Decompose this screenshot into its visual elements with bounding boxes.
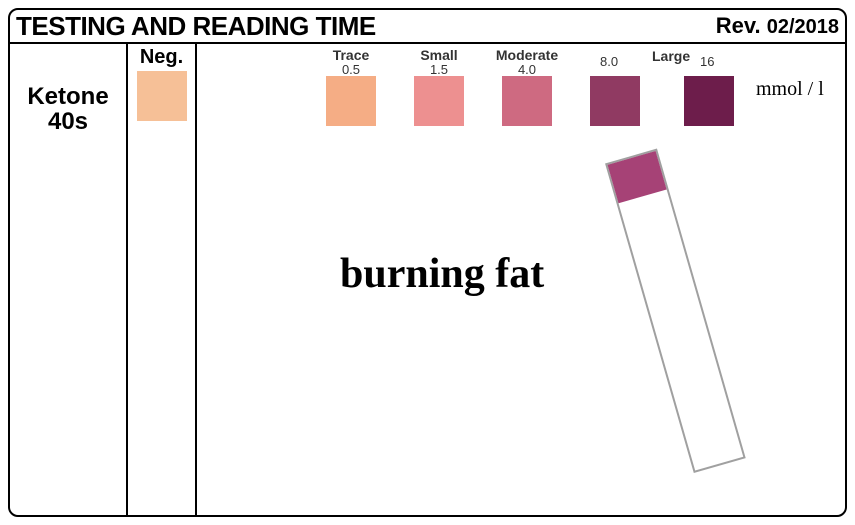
swatch-label: Trace0.5 (306, 48, 396, 76)
center-caption: burning fat (340, 250, 544, 298)
test-strip (605, 149, 746, 473)
chart-frame: TESTING AND READING TIME Rev. 02/2018 Ke… (8, 8, 847, 517)
analyte-name: Ketone 40s (10, 84, 126, 134)
rev-label: Rev. (716, 13, 761, 38)
title-bar: TESTING AND READING TIME Rev. 02/2018 (10, 10, 845, 44)
page-title: TESTING AND READING TIME (16, 11, 376, 42)
color-swatch (590, 76, 640, 126)
color-swatch (414, 76, 464, 126)
revision: Rev. 02/2018 (716, 13, 839, 39)
negative-label: Neg. (128, 46, 195, 69)
color-swatch (502, 76, 552, 126)
rev-date: 02/2018 (767, 16, 839, 38)
analyte-time: 40s (48, 108, 88, 135)
analyte-column: Ketone 40s (10, 44, 128, 515)
large-group-label: Large (652, 48, 690, 64)
swatch-label: Small1.5 (394, 48, 484, 76)
color-swatch (684, 76, 734, 126)
swatch-value: 16 (700, 54, 714, 69)
unit-label: mmol / l (756, 78, 824, 101)
color-swatch (326, 76, 376, 126)
swatch-label: Moderate4.0 (482, 48, 572, 76)
negative-column: Neg. (128, 44, 197, 515)
swatch-value: 8.0 (600, 54, 618, 69)
negative-swatch (137, 71, 187, 121)
